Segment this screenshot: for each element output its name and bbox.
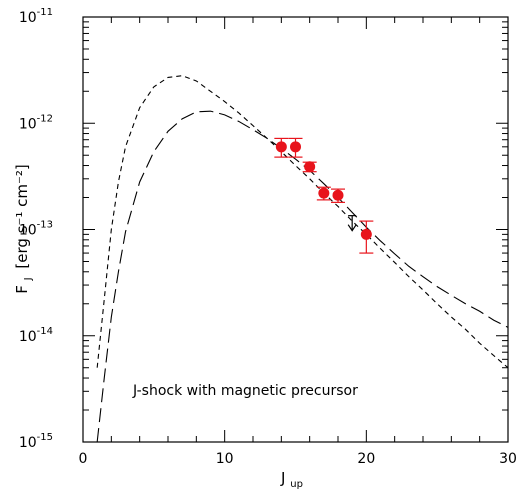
major-ticks: [82, 16, 509, 443]
x-tick-label: 0: [79, 451, 88, 467]
data-marker: [318, 187, 330, 199]
y-tick-label-exponent: -14: [37, 326, 53, 337]
y-axis-label-main: F: [13, 285, 31, 294]
y-tick-label: 10-12: [19, 113, 53, 132]
series-layer: [96, 75, 509, 443]
data-point: [359, 220, 374, 254]
y-tick-label: 10-13: [19, 220, 53, 239]
x-axis-label: J up: [280, 469, 303, 490]
y-axis-label-units: [erg s⁻¹ cm⁻²]: [13, 164, 31, 268]
y-tick-label-base: 10: [19, 116, 37, 132]
data-marker: [304, 161, 316, 173]
y-axis-label-sub: J: [23, 277, 34, 281]
y-tick-label: 10-15: [19, 432, 53, 451]
upper-limit-arrow: [347, 215, 357, 232]
y-tick-label-exponent: -13: [37, 220, 53, 231]
series-line-short-dash: [96, 75, 509, 369]
x-axis-label-sub: up: [290, 479, 303, 490]
x-tick-label: 30: [499, 451, 517, 467]
y-tick-label: 10-14: [19, 326, 53, 345]
data-marker: [332, 189, 344, 201]
y-tick-label-exponent: -11: [37, 7, 53, 18]
x-tick-label: 10: [216, 451, 234, 467]
data-point: [302, 161, 317, 173]
y-tick-label-exponent: -15: [37, 432, 53, 443]
upper-limit-head: [347, 224, 357, 232]
y-tick-label: 10-11: [19, 7, 53, 26]
x-tick-label: 20: [357, 451, 375, 467]
points-layer: [274, 137, 374, 254]
x-tick-labels: 0 10 20 30: [79, 451, 517, 467]
limits-layer: [347, 215, 357, 232]
data-point: [288, 137, 303, 158]
data-marker: [275, 141, 287, 153]
y-tick-label-base: 10: [19, 223, 37, 239]
data-point: [274, 137, 289, 158]
y-tick-label-base: 10: [19, 329, 37, 345]
y-tick-label-base: 10: [19, 435, 37, 451]
minor-ticks: [83, 17, 508, 442]
data-point: [331, 188, 345, 203]
x-axis-label-main: J: [280, 469, 285, 487]
y-tick-label-exponent: -12: [37, 113, 53, 124]
annotation: J-shock with magnetic precursor: [132, 383, 358, 399]
plot-frame: [82, 16, 509, 443]
series-line-long-dash: [96, 110, 509, 443]
y-axis-label: F J [erg s⁻¹ cm⁻²]: [13, 164, 35, 294]
y-tick-label-base: 10: [19, 10, 37, 26]
data-point: [316, 186, 331, 201]
data-marker: [290, 141, 301, 153]
data-marker: [360, 228, 372, 240]
